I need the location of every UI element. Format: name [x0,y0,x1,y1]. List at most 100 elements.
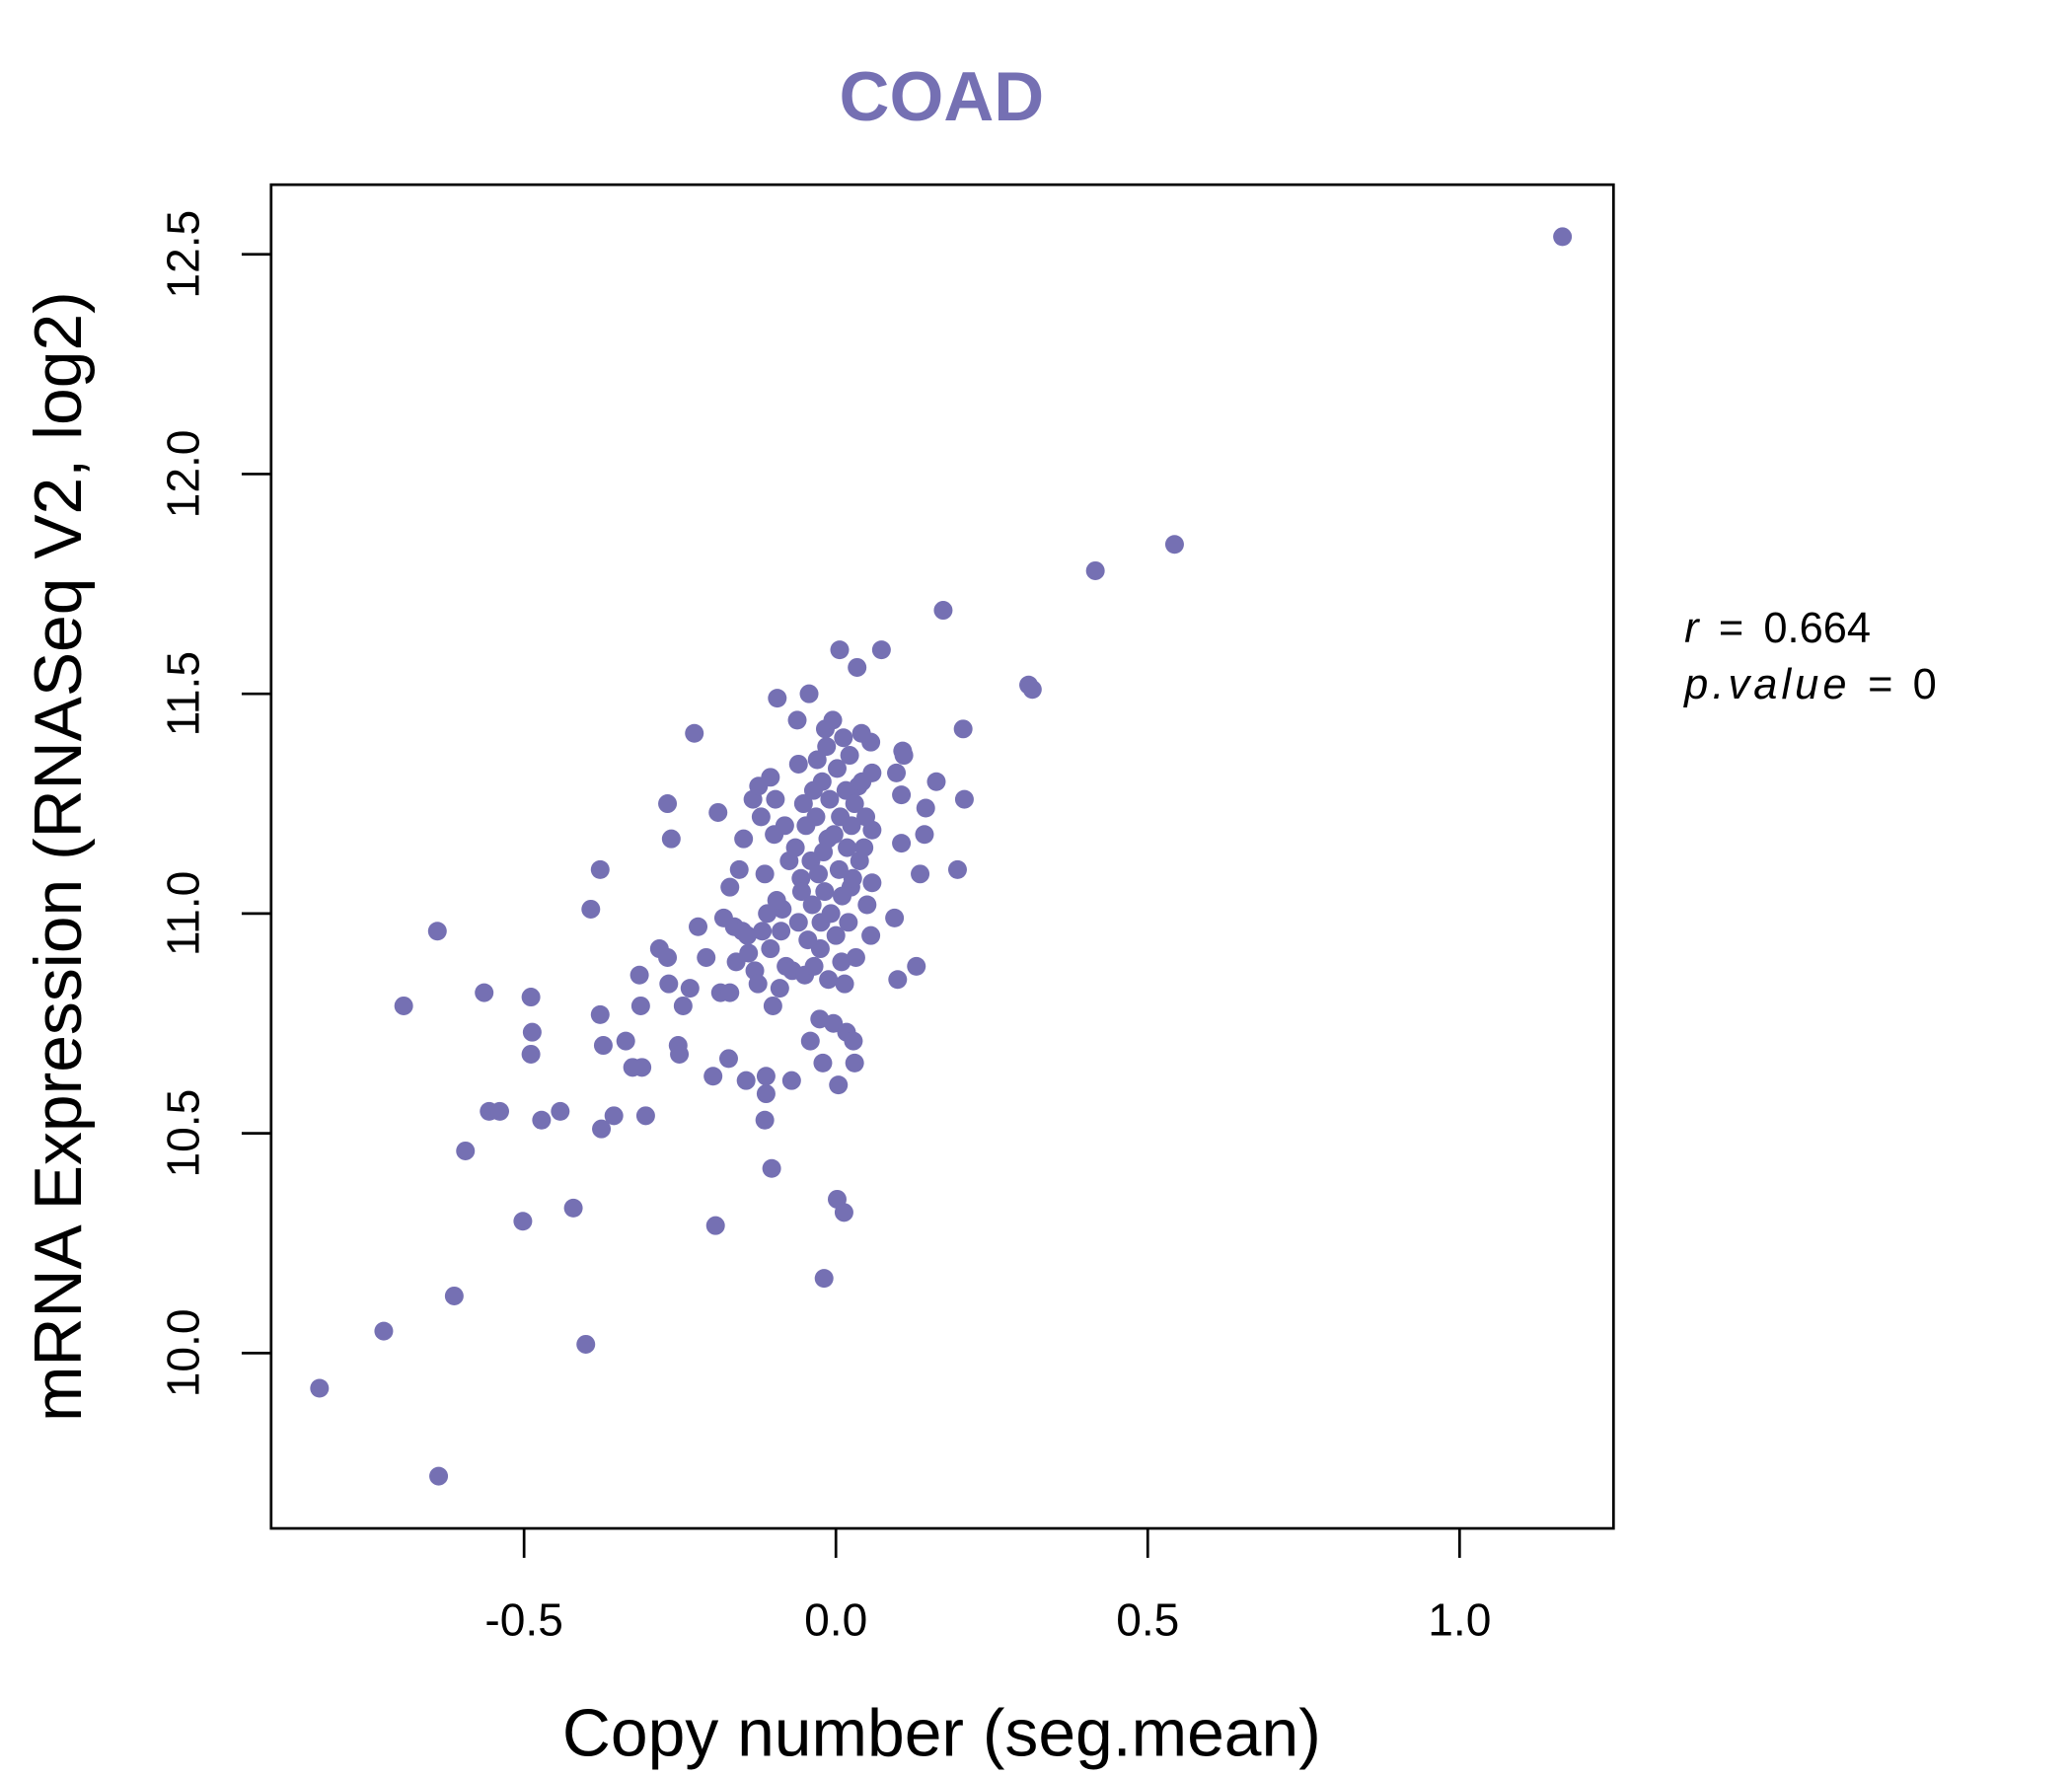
data-point [840,746,859,766]
data-point [933,601,953,621]
correlation-annotation: r = 0.664 [1684,605,1871,652]
data-point [1085,560,1105,580]
y-tick-label: 12.5 [158,210,209,299]
data-point [887,763,907,782]
data-point [953,719,973,739]
data-point [374,1321,394,1341]
data-point [823,710,843,730]
data-point [685,723,704,743]
p-equals: = [1868,661,1892,708]
data-point [907,956,926,976]
data-point [718,1049,738,1069]
data-point [658,794,678,814]
data-point [697,947,716,967]
p-value: 0 [1913,661,1937,708]
data-point [846,947,865,967]
data-point [755,1110,775,1130]
data-point [812,772,832,791]
r-equals: = [1719,605,1743,652]
data-point [844,1031,863,1051]
data-point [521,1044,541,1064]
y-tick-label: 10.0 [158,1308,209,1397]
data-point [456,1141,476,1160]
data-point [817,737,837,757]
y-tick-label: 11.5 [158,651,209,736]
x-axis-label: Copy number (seg.mean) [562,1697,1321,1771]
data-point [821,904,841,924]
data-point [843,868,862,888]
data-point [791,868,811,888]
data-point [670,1044,690,1064]
data-point [563,1198,583,1218]
data-point [475,983,494,1002]
data-point [522,1022,542,1042]
data-point [726,952,746,972]
r-value: 0.664 [1763,605,1871,652]
data-point [766,789,785,809]
data-point [673,996,693,1015]
data-point [775,816,794,836]
data-point [581,899,601,919]
data-point [852,772,872,791]
data-point [1164,535,1184,555]
data-point [756,1084,776,1104]
data-point [770,979,789,999]
data-points [310,227,1573,1486]
data-point [590,859,610,879]
data-point [851,723,871,743]
data-point [856,807,876,827]
data-point [871,640,891,660]
x-tick-label: -0.5 [484,1594,562,1646]
x-axis: -0.5 0.0 0.5 1.0 [484,1528,1491,1646]
data-point [551,1101,570,1121]
data-point [490,1101,510,1121]
data-point [845,1053,864,1073]
data-point [720,983,740,1002]
data-point [427,922,447,941]
data-point [838,838,857,857]
data-point [814,843,834,862]
data-point [787,710,807,730]
data-point [788,754,808,774]
data-point [842,816,861,836]
data-point [826,925,846,945]
data-point [310,1378,330,1398]
data-point [888,970,908,990]
data-point [763,996,782,1015]
data-point [788,913,808,932]
data-point [703,1067,723,1086]
data-point [791,882,811,902]
data-point [911,864,930,884]
data-point [809,864,829,884]
data-point [755,864,775,884]
data-point [827,759,847,778]
data-point [819,970,839,990]
data-point [630,996,650,1015]
data-point [593,1036,613,1056]
data-point [892,834,912,853]
data-point [758,904,777,924]
x-tick-label: 0.0 [804,1594,867,1646]
r-label: r [1684,605,1700,652]
data-point [576,1334,596,1354]
y-axis: 10.0 10.5 11.0 11.5 12.0 12.5 [158,210,271,1397]
data-point [429,1466,449,1486]
y-tick-label: 10.5 [158,1089,209,1178]
data-point [830,640,850,660]
data-point [834,728,853,748]
data-point [829,1075,849,1095]
data-point [804,956,824,976]
data-point [807,750,827,770]
data-point [732,922,752,941]
pvalue-annotation: p.value = 0 [1682,661,1937,708]
data-point [762,1158,781,1178]
data-point [734,829,754,849]
data-point [894,746,914,766]
data-point [632,1058,652,1077]
data-point [680,979,700,999]
y-axis-label: mRNA Expression (RNASeq V2, log2) [22,291,96,1422]
y-tick-label: 12.0 [158,430,209,519]
data-point [767,891,786,911]
data-point [785,838,805,857]
